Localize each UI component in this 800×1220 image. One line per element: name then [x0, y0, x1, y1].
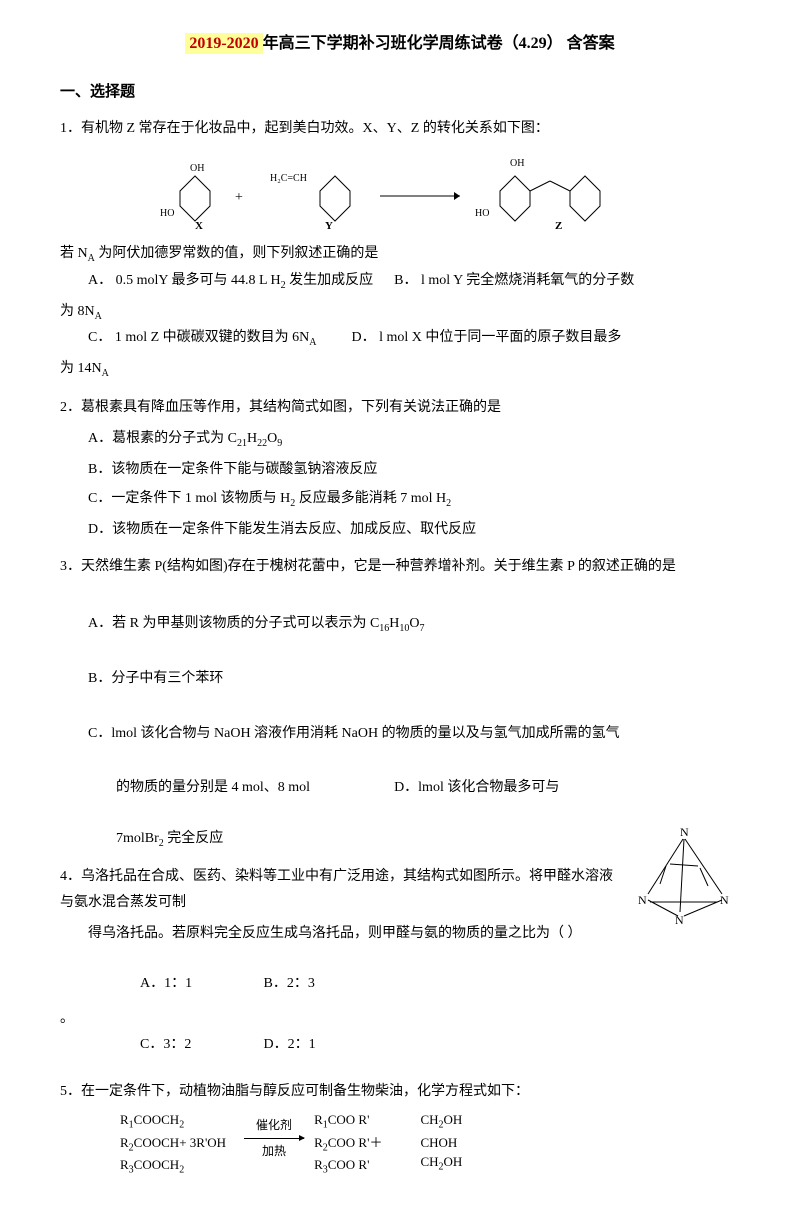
catalyst-label: 催化剂	[256, 1115, 292, 1137]
q3-optC-line2: 的物质的量分别是 4 mol、8 mol D．lmol 该化合物最多可与	[60, 775, 740, 800]
heat-label: 加热	[262, 1141, 286, 1163]
q1-optd-cont: 为 14NA	[60, 356, 740, 383]
product-right: CH2OH CHOH CH2OH	[420, 1110, 462, 1175]
q1-stem: 1．有机物 Z 常存在于化妆品中，起到美白功效。X、Y、Z 的转化关系如下图：	[60, 116, 740, 141]
question-4: N N N N 4．乌洛托品在合成、医药、染料等工业中有广泛用途，其结构式如图所…	[60, 864, 740, 1066]
svg-text:HO: HO	[160, 208, 174, 219]
q2-stem: 2．葛根素具有降血压等作用，其结构简式如图，下列有关说法正确的是	[60, 395, 740, 420]
svg-text:OH: OH	[190, 163, 204, 174]
svg-text:HO: HO	[475, 208, 489, 219]
svg-text:X: X	[195, 220, 203, 231]
q4-optC: C．3：2	[140, 1032, 260, 1057]
reaction-arrow	[244, 1138, 304, 1139]
reaction-diagram-svg: OH HO X + H₂C=CH Y OH HO Z	[160, 151, 640, 231]
q5-reaction: R1COOCH2 R2COOCH+ 3R'OH R3COOCH2 催化剂 加热 …	[60, 1110, 740, 1178]
product-mid: R1COO R' R2COO R'＋ R3COO R'	[314, 1110, 382, 1178]
reaction-arrow-block: 催化剂 加热	[244, 1110, 304, 1168]
q4-optB: B．2：3	[264, 971, 384, 996]
q4-options: A．1：1 B．2：3	[60, 971, 740, 996]
svg-text:N: N	[680, 825, 689, 839]
q5-stem: 5．在一定条件下，动植物油脂与醇反应可制备生物柴油，化学方程式如下：	[60, 1079, 740, 1104]
urotropine-structure: N N N N	[630, 824, 740, 934]
q2-optC: C．一定条件下 1 mol 该物质与 H2 反应最多能消耗 7 mol H2	[60, 486, 740, 513]
q1-options-row1: A． 0.5 molY 最多可与 44.8 L H2 发生加成反应 B． l m…	[60, 268, 740, 295]
q2-optB: B．该物质在一定条件下能与碳酸氢钠溶液反应	[60, 457, 740, 482]
question-5: 5．在一定条件下，动植物油脂与醇反应可制备生物柴油，化学方程式如下： R1COO…	[60, 1079, 740, 1178]
q3-optA: A．若 R 为甲基则该物质的分子式可以表示为 C16H10O7	[60, 611, 740, 638]
svg-text:Y: Y	[325, 220, 333, 231]
q4-optA: A．1：1	[140, 971, 260, 996]
section-heading: 一、选择题	[60, 79, 740, 106]
svg-text:N: N	[638, 893, 647, 907]
q1-optb-cont: 为 8NA	[60, 299, 740, 326]
q1-options-row2: C． 1 mol Z 中碳碳双键的数目为 6NA D． l mol X 中位于同…	[60, 325, 740, 352]
q3-optC: C．lmol 该化合物与 NaOH 溶液作用消耗 NaOH 的物质的量以及与氢气…	[60, 721, 740, 746]
q2-optD: D．该物质在一定条件下能发生消去反应、加成反应、取代反应	[60, 517, 740, 542]
page-title: 2019-2020年高三下学期补习班化学周练试卷（4.29） 含答案	[60, 30, 740, 59]
question-3: 3．天然维生素 P(结构如图)存在于槐树花蕾中，它是一种营养增补剂。关于维生素 …	[60, 554, 740, 852]
title-rest: 年高三下学期补习班化学周练试卷（4.29） 含答案	[263, 35, 615, 52]
q1-diagram: OH HO X + H₂C=CH Y OH HO Z	[60, 151, 740, 231]
question-2: 2．葛根素具有降血压等作用，其结构简式如图，下列有关说法正确的是 A．葛根素的分…	[60, 395, 740, 542]
q4-options-2: C．3：2 D．2：1	[60, 1032, 740, 1057]
q3-optB: B．分子中有三个苯环	[60, 666, 740, 691]
svg-text:+: +	[235, 190, 243, 205]
question-1: 1．有机物 Z 常存在于化妆品中，起到美白功效。X、Y、Z 的转化关系如下图： …	[60, 116, 740, 383]
q1-after-diagram: 若 NA 为阿伏加德罗常数的值，则下列叙述正确的是	[60, 241, 740, 268]
svg-text:H₂C=CH: H₂C=CH	[270, 173, 307, 184]
svg-text:OH: OH	[510, 158, 524, 169]
q4-dot: 。	[60, 1006, 740, 1031]
svg-text:Z: Z	[555, 220, 562, 231]
q3-stem: 3．天然维生素 P(结构如图)存在于槐树花蕾中，它是一种营养增补剂。关于维生素 …	[60, 554, 740, 579]
q4-optD: D．2：1	[264, 1032, 384, 1057]
q2-optA: A．葛根素的分子式为 C21H22O9	[60, 426, 740, 453]
reactant-left: R1COOCH2 R2COOCH+ 3R'OH R3COOCH2	[120, 1110, 226, 1178]
title-year: 2019-2020	[185, 33, 262, 54]
